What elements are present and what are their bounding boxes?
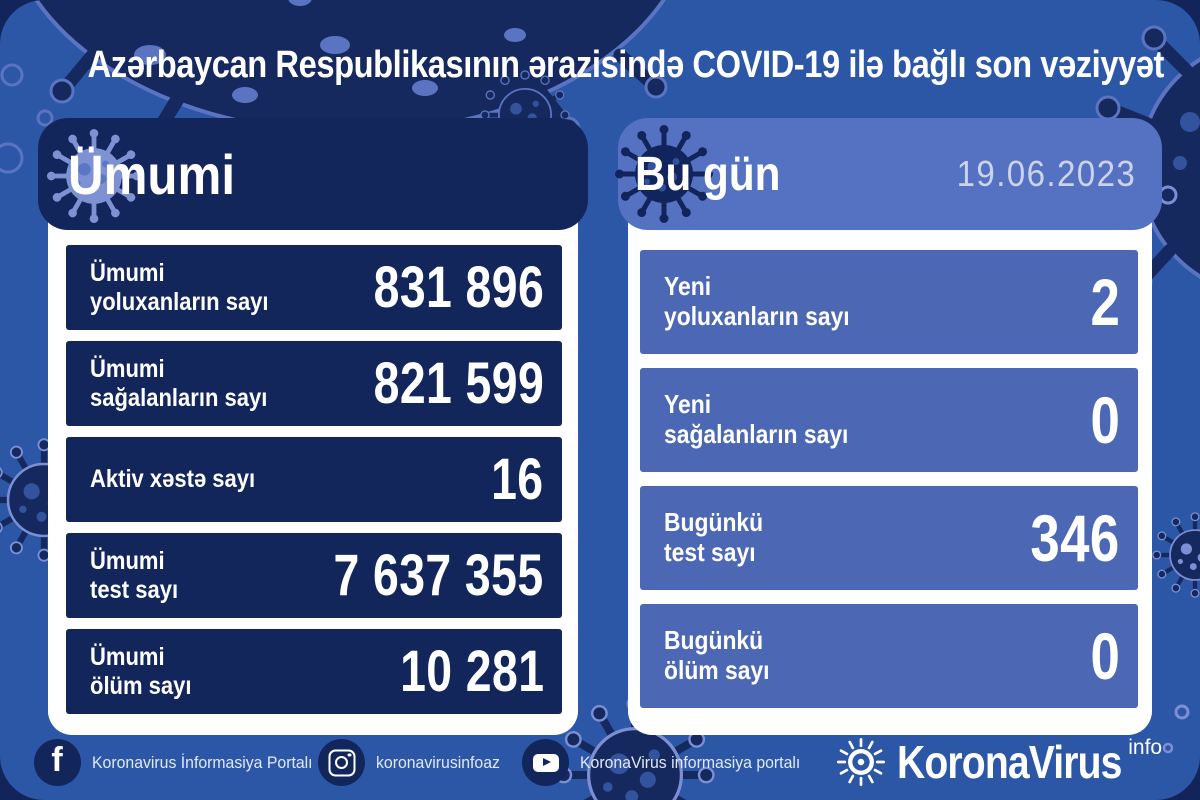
koronavirus-info-logo: KoronaVirus info	[834, 735, 1162, 789]
stat-row-new-infections: Yeni yoluxanların sayı 2	[640, 250, 1138, 354]
totals-header-label: Ümumi	[68, 142, 236, 206]
instagram-label: koronavirusinfoaz	[376, 752, 500, 772]
stat-label: Ümumi test sayı	[90, 547, 179, 604]
facebook-icon: f	[34, 739, 81, 786]
stat-label: Ümumi sağalanların sayı	[90, 355, 268, 412]
instagram-icon	[318, 739, 365, 786]
stat-row-today-tests: Bugünkü test sayı 346	[640, 486, 1138, 590]
stat-row-new-recovered: Yeni sağalanların sayı 0	[640, 368, 1138, 472]
stat-label: Bugünkü test sayı	[664, 507, 764, 567]
today-header-label: Bu gün	[635, 147, 781, 201]
youtube-link[interactable]: KoronaVirus informasiya portalı	[522, 739, 817, 786]
stat-label: Yeni yoluxanların sayı	[664, 271, 850, 331]
brand-suffix: info	[1128, 736, 1163, 759]
stat-value: 346	[1030, 501, 1120, 575]
stat-row-total-tests: Ümumi test sayı 7 637 355	[66, 533, 562, 618]
virus-logo-icon	[836, 737, 886, 787]
title-bar: Azərbaycan Respublikasının ərazisində CO…	[0, 44, 1200, 87]
totals-rows: Ümumi yoluxanların sayı 831 896 Ümumi sa…	[66, 245, 562, 714]
facebook-link[interactable]: f Koronavirus İnformasiya Portalı	[34, 739, 329, 786]
stat-label: Aktiv xəstə sayı	[90, 465, 256, 494]
totals-panel-header: Ümumi	[38, 118, 588, 230]
stat-label: Ümumi ölüm sayı	[90, 643, 192, 700]
stat-value: 10 281	[399, 639, 544, 704]
stat-row-total-infections: Ümumi yoluxanların sayı 831 896	[66, 245, 562, 330]
page-title: Azərbaycan Respublikasının ərazisində CO…	[87, 44, 1165, 86]
stat-value: 0	[1090, 383, 1120, 457]
stat-row-total-recovered: Ümumi sağalanların sayı 821 599	[66, 341, 562, 426]
facebook-label: Koronavirus İnformasiya Portalı	[92, 752, 313, 772]
stat-value: 7 637 355	[333, 543, 544, 608]
stat-row-today-deaths: Bugünkü ölüm sayı 0	[640, 604, 1138, 708]
stat-row-total-deaths: Ümumi ölüm sayı 10 281	[66, 629, 562, 714]
stat-value: 2	[1090, 265, 1120, 339]
stat-value: 831 896	[373, 255, 544, 320]
brand-name: KoronaVirus	[897, 736, 1122, 788]
stat-value: 16	[491, 447, 544, 512]
stat-value: 0	[1090, 619, 1120, 693]
youtube-icon	[522, 739, 569, 786]
stat-value: 821 599	[373, 351, 544, 416]
today-rows: Yeni yoluxanların sayı 2 Yeni sağalanlar…	[640, 250, 1138, 708]
stat-row-active-cases: Aktiv xəstə sayı 16	[66, 437, 562, 522]
instagram-link[interactable]: koronavirusinfoaz	[318, 739, 509, 786]
youtube-label: KoronaVirus informasiya portalı	[580, 752, 801, 772]
virus-decoration-right-small	[1152, 512, 1200, 598]
report-date: 19.06.2023	[956, 153, 1136, 194]
stat-label: Ümumi yoluxanların sayı	[90, 259, 269, 316]
stat-label: Yeni sağalanların sayı	[664, 389, 849, 449]
today-panel-header: Bu gün 19.06.2023	[615, 118, 1162, 230]
stat-label: Bugünkü ölüm sayı	[664, 625, 770, 685]
